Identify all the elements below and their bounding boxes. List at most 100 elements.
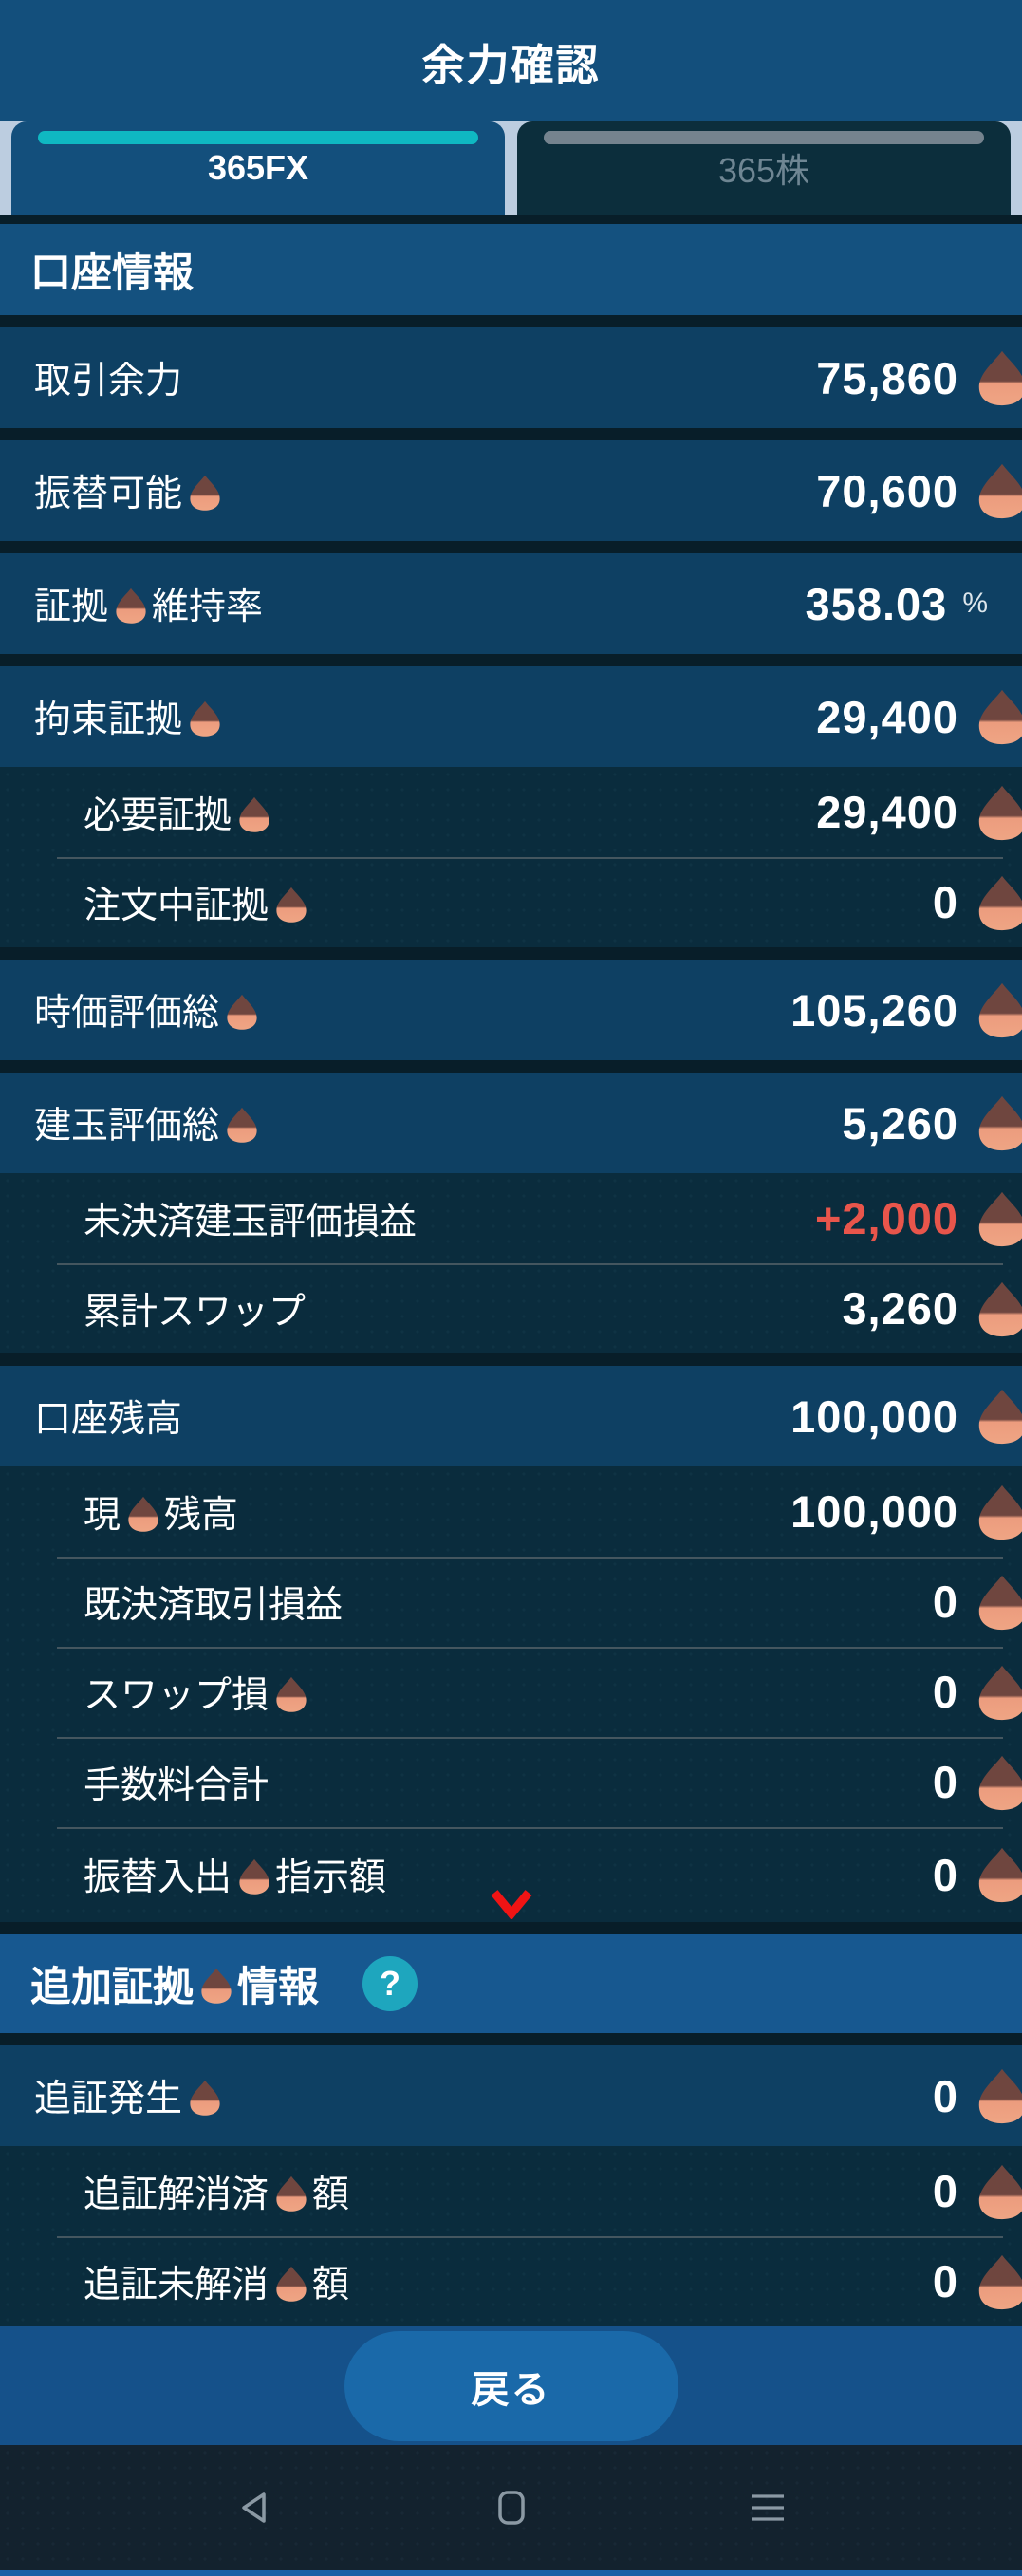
row-label: 拘束証拠: [34, 690, 226, 743]
row-label: 累計スワップ: [84, 1291, 307, 1333]
table-row: 追証解消済額 0: [0, 2146, 1022, 2236]
tab-label: 365株: [717, 151, 810, 190]
row-group: 拘束証拠 29,400 必要証拠 29,400 注文中証拠 0: [0, 666, 1022, 947]
chevron-down-icon[interactable]: [490, 1889, 533, 1919]
chestnut-icon: [190, 475, 220, 511]
table-row: 必要証拠 29,400: [0, 767, 1022, 857]
android-nav-bar: [0, 2445, 1022, 2570]
row-value-group: 75,860: [816, 346, 1022, 409]
row-value-group: 100,000: [790, 1385, 1022, 1447]
row-label: 取引余力: [34, 361, 183, 401]
back-button[interactable]: 戻る: [344, 2330, 678, 2441]
chestnut-icon: [978, 350, 1022, 406]
footer: 戻る: [0, 2326, 1022, 2445]
row-label: 振替可能: [34, 464, 226, 517]
row-value: +2,000: [814, 1193, 958, 1243]
row-value-group: 358.03%: [806, 578, 1022, 630]
back-nav-icon[interactable]: [234, 2487, 276, 2529]
row-value-group: 29,400: [816, 781, 1022, 844]
row-label: 証拠 維持率: [34, 587, 264, 627]
row-label: 建玉評価総: [34, 1096, 263, 1149]
chestnut-icon: [978, 463, 1022, 519]
row-value: 100,000: [790, 1486, 958, 1537]
table-row: 既決済取引損益 0: [0, 1557, 1022, 1647]
bottom-accent-strip: [0, 2570, 1022, 2576]
chestnut-icon: [276, 887, 307, 923]
chestnut-icon: [190, 2080, 220, 2116]
table-row: 口座残高 100,000: [0, 1366, 1022, 1466]
table-row: 証拠 維持率 358.03%: [0, 553, 1022, 654]
row-label: 振替入出 指示額: [84, 1857, 387, 1898]
row-value: 29,400: [816, 691, 958, 742]
row-label: 時価評価総: [34, 983, 263, 1036]
table-row: 振替入出 指示額 0: [0, 1827, 1022, 1922]
help-icon[interactable]: ?: [362, 1956, 418, 2011]
table-row: 取引余力 75,860: [0, 327, 1022, 428]
chestnut-icon: [276, 1676, 307, 1712]
row-value-group: 0: [933, 1751, 1022, 1814]
row-label: 必要証拠: [84, 786, 275, 839]
chestnut-icon: [239, 1858, 269, 1895]
chestnut-icon: [978, 1191, 1022, 1246]
row-group: 時価評価総 105,260: [0, 960, 1022, 1060]
chestnut-icon: [978, 1095, 1022, 1151]
tab-label: 365FX: [207, 148, 309, 187]
row-value-group: 105,260: [790, 979, 1022, 1041]
tab-bar: 365FX 365株: [0, 121, 1022, 215]
row-value: 0: [932, 877, 958, 927]
chestnut-icon: [978, 1484, 1022, 1540]
page-title: 余力確認: [0, 0, 1022, 121]
row-label: 追証未解消額: [84, 2264, 350, 2305]
chestnut-icon: [978, 1665, 1022, 1720]
row-group: 建玉評価総 5,260 未決済建玉評価損益 +2,000 累計スワップ 3,260: [0, 1073, 1022, 1353]
row-value: 0: [932, 2166, 958, 2216]
chestnut-icon: [227, 994, 257, 1030]
row-label: 既決済取引損益: [84, 1584, 344, 1626]
chestnut-icon: [978, 1755, 1022, 1810]
chestnut-icon: [978, 1281, 1022, 1336]
chestnut-icon: [978, 1575, 1022, 1630]
active-tab-indicator: [38, 131, 478, 144]
chestnut-icon: [239, 796, 269, 832]
row-group: 振替可能 70,600: [0, 440, 1022, 541]
chestnut-icon: [978, 875, 1022, 930]
row-value-group: 0: [933, 2250, 1022, 2313]
row-value-group: 0: [933, 2160, 1022, 2223]
row-value: 75,860: [816, 352, 958, 403]
row-label: 手数料合計: [84, 1764, 269, 1806]
table-row: スワップ損 0: [0, 1647, 1022, 1737]
row-label: 追証解消済額: [84, 2174, 350, 2215]
chestnut-icon: [978, 2164, 1022, 2219]
chestnut-icon: [978, 2254, 1022, 2309]
section-header: 口座情報: [0, 224, 1022, 315]
tab-365fx[interactable]: 365FX: [11, 121, 505, 215]
table-row: 未決済建玉評価損益 +2,000: [0, 1173, 1022, 1263]
account-info-table: 口座情報取引余力 75,860 振替可能 70,600 証拠 維持率 358.03% 拘束証拠…: [0, 215, 1022, 2326]
row-value-group: 5,260: [842, 1092, 1022, 1154]
row-group: 追証発生 0 追証解消済額 0 追証未解消額 0: [0, 2045, 1022, 2326]
row-value-group: 0: [933, 1843, 1022, 1906]
section-header: 追加証拠 情報?: [0, 1934, 1022, 2033]
menu-nav-icon[interactable]: [747, 2487, 789, 2529]
row-value-group: 100,000: [790, 1481, 1022, 1543]
row-group: 取引余力 75,860: [0, 327, 1022, 428]
row-value: 29,400: [816, 787, 958, 837]
row-value: 0: [932, 2256, 958, 2306]
chestnut-icon: [978, 2068, 1022, 2124]
chestnut-icon: [190, 700, 220, 737]
chestnut-icon: [978, 1847, 1022, 1903]
chestnut-icon: [116, 588, 146, 624]
chestnut-icon: [276, 2175, 307, 2212]
row-value: 0: [932, 2070, 958, 2121]
row-value: 70,600: [816, 465, 958, 516]
table-row: 拘束証拠 29,400: [0, 666, 1022, 767]
table-row: 振替可能 70,600: [0, 440, 1022, 541]
row-value: 0: [932, 1667, 958, 1717]
table-row: 現残高 100,000: [0, 1466, 1022, 1557]
home-nav-icon[interactable]: [491, 2487, 532, 2529]
chestnut-icon: [978, 689, 1022, 745]
row-label: 現残高: [84, 1494, 239, 1536]
tab-365stock[interactable]: 365株: [517, 121, 1011, 215]
row-group: 証拠 維持率 358.03%: [0, 553, 1022, 654]
row-value: 100,000: [790, 1391, 958, 1442]
